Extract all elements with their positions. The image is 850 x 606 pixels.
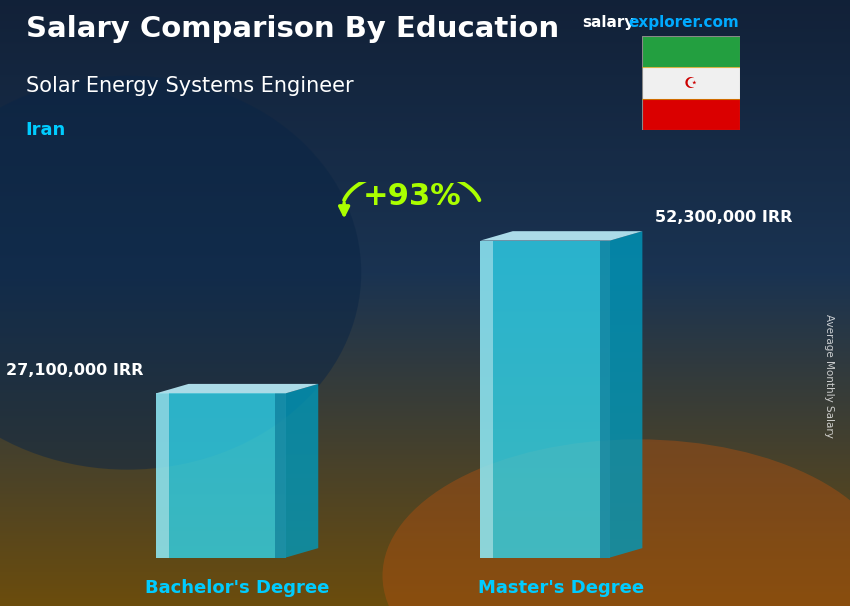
Bar xyxy=(599,241,610,558)
Polygon shape xyxy=(286,384,318,558)
Text: 27,100,000 IRR: 27,100,000 IRR xyxy=(6,363,144,378)
Text: 52,300,000 IRR: 52,300,000 IRR xyxy=(654,210,792,225)
Text: Average Monthly Salary: Average Monthly Salary xyxy=(824,314,834,438)
Text: ☪: ☪ xyxy=(683,76,698,91)
Text: Master's Degree: Master's Degree xyxy=(479,579,644,597)
Bar xyxy=(642,36,740,67)
Text: salary: salary xyxy=(582,15,635,30)
Bar xyxy=(275,393,286,558)
Text: Iran: Iran xyxy=(26,121,65,139)
Polygon shape xyxy=(610,231,643,558)
Text: Salary Comparison By Education: Salary Comparison By Education xyxy=(26,15,558,43)
Bar xyxy=(480,241,610,558)
Bar xyxy=(642,67,740,99)
Ellipse shape xyxy=(382,439,850,606)
Text: +93%: +93% xyxy=(362,182,461,211)
Bar xyxy=(156,393,286,558)
Text: Solar Energy Systems Engineer: Solar Energy Systems Engineer xyxy=(26,76,353,96)
Ellipse shape xyxy=(0,76,361,470)
Polygon shape xyxy=(156,384,318,393)
Polygon shape xyxy=(480,231,643,241)
Text: Bachelor's Degree: Bachelor's Degree xyxy=(145,579,330,597)
Bar xyxy=(642,99,740,130)
Text: explorer.com: explorer.com xyxy=(628,15,739,30)
Bar xyxy=(480,241,493,558)
Bar xyxy=(156,393,169,558)
